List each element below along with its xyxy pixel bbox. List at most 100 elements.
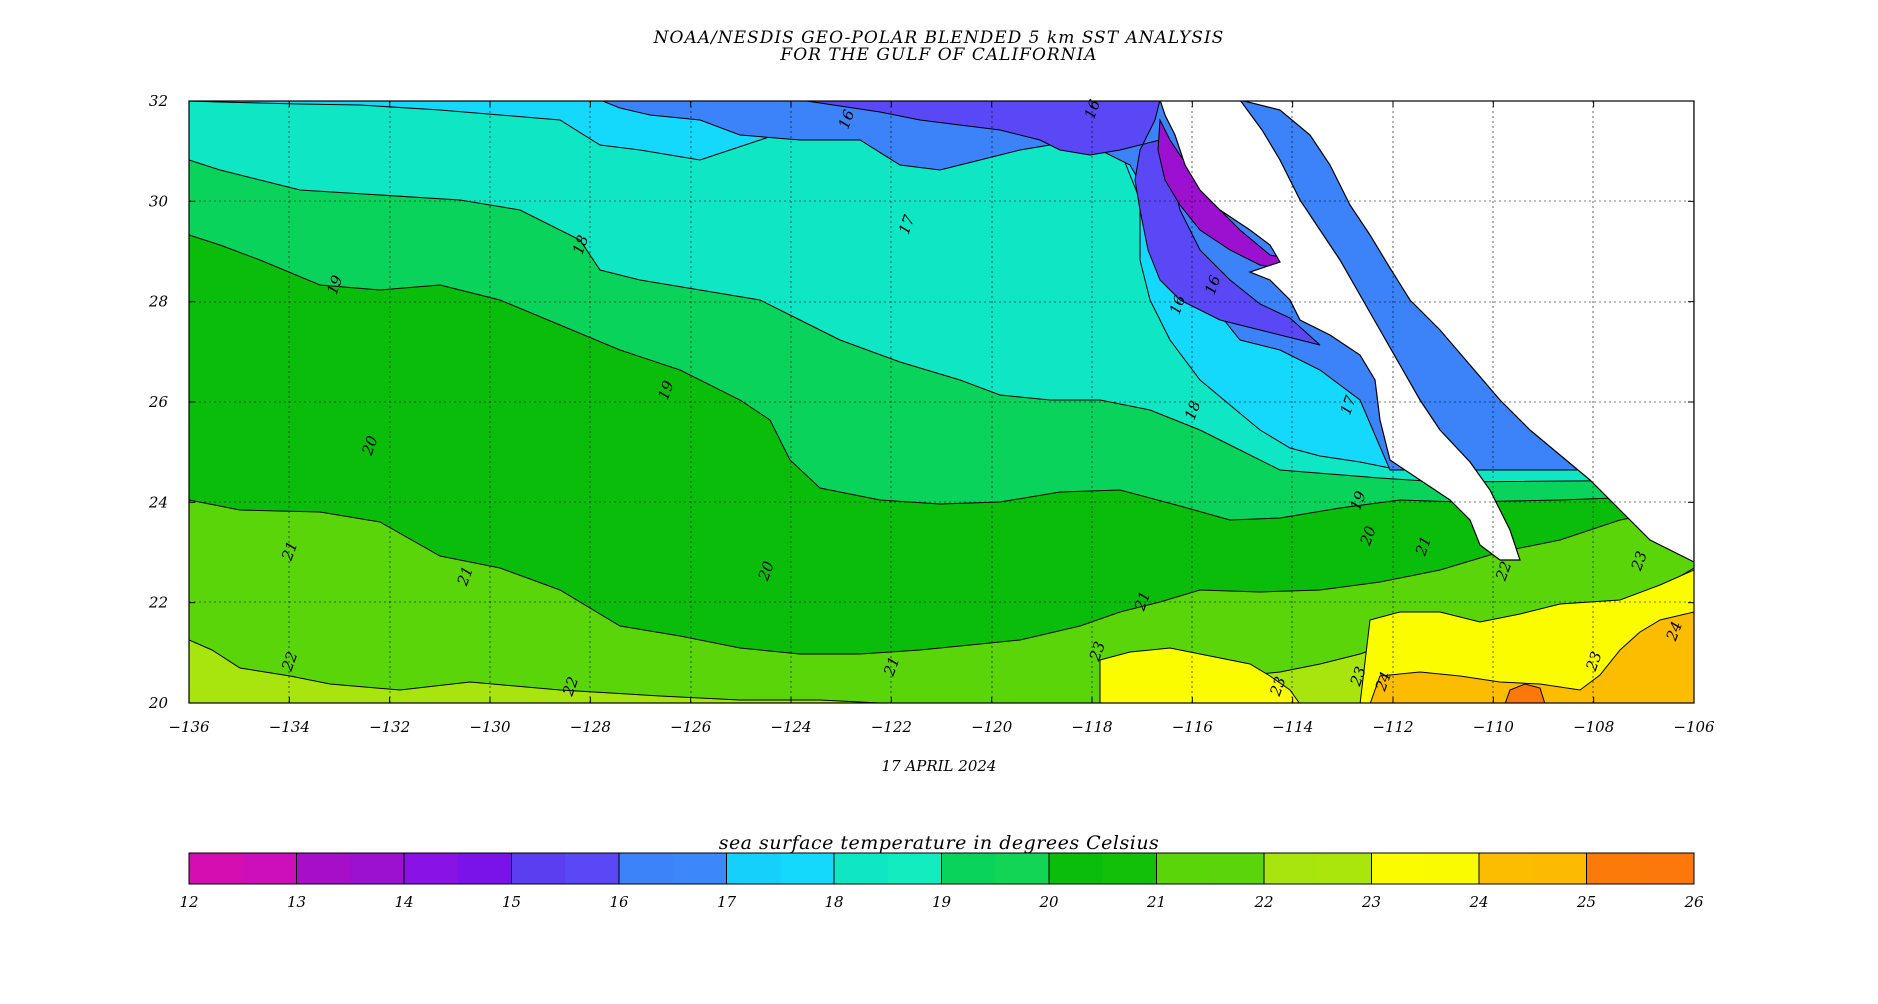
contour-label: 21 xyxy=(1411,534,1435,559)
map-title-line1: NOAA/NESDIS GEO-POLAR BLENDED 5 km SST A… xyxy=(653,28,1225,48)
colorbar-swatch xyxy=(995,853,1050,884)
contour-label: 19 xyxy=(323,272,347,297)
x-tick-label: −118 xyxy=(1071,718,1112,736)
x-tick-label: −124 xyxy=(770,718,811,736)
contour-label: 20 xyxy=(754,558,778,583)
x-tick-label: −128 xyxy=(570,718,611,736)
contour-label: 23 xyxy=(1085,639,1109,664)
contour-label: 20 xyxy=(358,433,382,458)
contour-label: 23 xyxy=(1627,549,1651,574)
contour-label: 22 xyxy=(278,649,302,674)
colorbar-title: sea surface temperature in degrees Celsi… xyxy=(718,832,1160,854)
x-tick-label: −114 xyxy=(1272,718,1313,736)
colorbar-tick-label: 15 xyxy=(502,893,521,911)
x-tick-label: −122 xyxy=(871,718,912,736)
x-tick-label: −108 xyxy=(1573,718,1614,736)
colorbar-swatch xyxy=(672,853,727,884)
contour-label: 22 xyxy=(559,674,583,699)
colorbar-swatch xyxy=(1479,853,1534,884)
contour-label: 16 xyxy=(835,107,859,132)
y-axis: 20 22 24 26 28 30 32 xyxy=(148,92,1694,712)
y-tick-label: 30 xyxy=(149,192,169,210)
colorbar-tick-label: 13 xyxy=(287,893,306,911)
colorbar-tick-label: 26 xyxy=(1683,893,1704,911)
colorbar-tick-label: 20 xyxy=(1038,893,1059,911)
contour-label: 21 xyxy=(1130,589,1154,614)
colorbar-swatch xyxy=(1586,853,1641,884)
colorbar-swatch xyxy=(834,853,889,884)
zone-23-24 xyxy=(1099,647,1300,703)
colorbar-swatch xyxy=(1264,853,1319,884)
x-tick-label: −126 xyxy=(670,718,712,736)
colorbar-tick-label: 16 xyxy=(609,893,629,911)
land-baja xyxy=(1159,101,1521,561)
contour-label: 17 xyxy=(895,212,919,237)
colorbar-tick-label: 23 xyxy=(1361,893,1381,911)
colorbar-tick-label: 22 xyxy=(1253,893,1273,911)
x-tick-label: −120 xyxy=(971,718,1013,736)
contour-label: 17 xyxy=(1336,393,1360,418)
sst-field xyxy=(189,101,1694,703)
colorbar-tick-label: 25 xyxy=(1576,893,1596,911)
x-tick-label: −136 xyxy=(168,718,210,736)
contour-label: 16 xyxy=(1081,97,1105,122)
colorbar-swatch xyxy=(1317,853,1372,884)
x-tick-label: −132 xyxy=(369,718,410,736)
colorbar-swatch xyxy=(565,853,620,884)
contour-label: 18 xyxy=(1181,398,1204,422)
zone-24-25 xyxy=(1369,611,1694,703)
colorbar-swatch xyxy=(1049,853,1104,884)
contour-label: 18 xyxy=(569,233,592,257)
contour-label: 19 xyxy=(1346,488,1370,513)
contour-label: 22 xyxy=(1492,559,1516,584)
contour-label: 24 xyxy=(1371,669,1395,694)
contour-label: 21 xyxy=(880,654,904,679)
colorbar-tick-label: 19 xyxy=(932,893,952,911)
contour-label: 23 xyxy=(1582,649,1606,674)
y-tick-label: 20 xyxy=(148,694,169,712)
colorbar-swatch xyxy=(941,853,996,884)
x-axis: −136 −134 −132 −130 −128 −126 −124 −122 −120 −118… xyxy=(168,101,1715,736)
contour-label: 24 xyxy=(1662,619,1686,644)
y-tick-label: 26 xyxy=(148,393,169,411)
x-tick-label: −110 xyxy=(1473,718,1515,736)
contour-label: 20 xyxy=(1356,523,1380,548)
colorbar-swatch xyxy=(887,853,942,884)
colorbar-swatch xyxy=(780,853,835,884)
analysis-date: 17 APRIL 2024 xyxy=(881,757,997,775)
colorbar-tick-label: 21 xyxy=(1146,893,1166,911)
contour-label: 16 xyxy=(1201,272,1225,297)
y-tick-label: 32 xyxy=(149,92,168,110)
colorbar-swatch xyxy=(404,853,459,884)
contour-label: 23 xyxy=(1346,664,1370,689)
colorbar-tick-label: 24 xyxy=(1468,893,1488,911)
zone-25-26 xyxy=(1504,683,1546,703)
colorbar-swatch xyxy=(296,853,351,884)
y-tick-label: 22 xyxy=(148,594,168,612)
colorbar-swatch xyxy=(350,853,405,884)
colorbar-swatch xyxy=(511,853,566,884)
colorbar-swatch xyxy=(242,853,297,884)
colorbar-tick-label: 12 xyxy=(179,893,198,911)
colorbar-swatch xyxy=(1102,853,1157,884)
colorbar-swatch xyxy=(1425,853,1480,884)
x-tick-label: −116 xyxy=(1172,718,1214,736)
map-title-line2: FOR THE GULF OF CALIFORNIA xyxy=(780,45,1098,65)
contour-label: 21 xyxy=(453,564,477,589)
colorbar-tick-label: 14 xyxy=(394,893,413,911)
x-tick-label: −112 xyxy=(1372,718,1413,736)
colorbar-swatch xyxy=(1210,853,1265,884)
contour-label: 16 xyxy=(1166,293,1190,318)
colorbar-swatch xyxy=(619,853,674,884)
colorbar: 12 13 14 15 16 17 18 19 20 21 22 23 24 25 26 xyxy=(179,852,1704,911)
x-tick-label: −106 xyxy=(1673,718,1715,736)
contour-label: 23 xyxy=(1266,674,1290,699)
x-tick-label: −130 xyxy=(469,718,511,736)
zone-15-16 xyxy=(803,101,1321,346)
land-mainland xyxy=(1241,101,1694,563)
colorbar-swatch xyxy=(1156,853,1211,884)
colorbar-swatch xyxy=(1532,853,1587,884)
colorbar-tick-label: 18 xyxy=(824,893,843,911)
colorbar-swatch xyxy=(1640,853,1695,884)
